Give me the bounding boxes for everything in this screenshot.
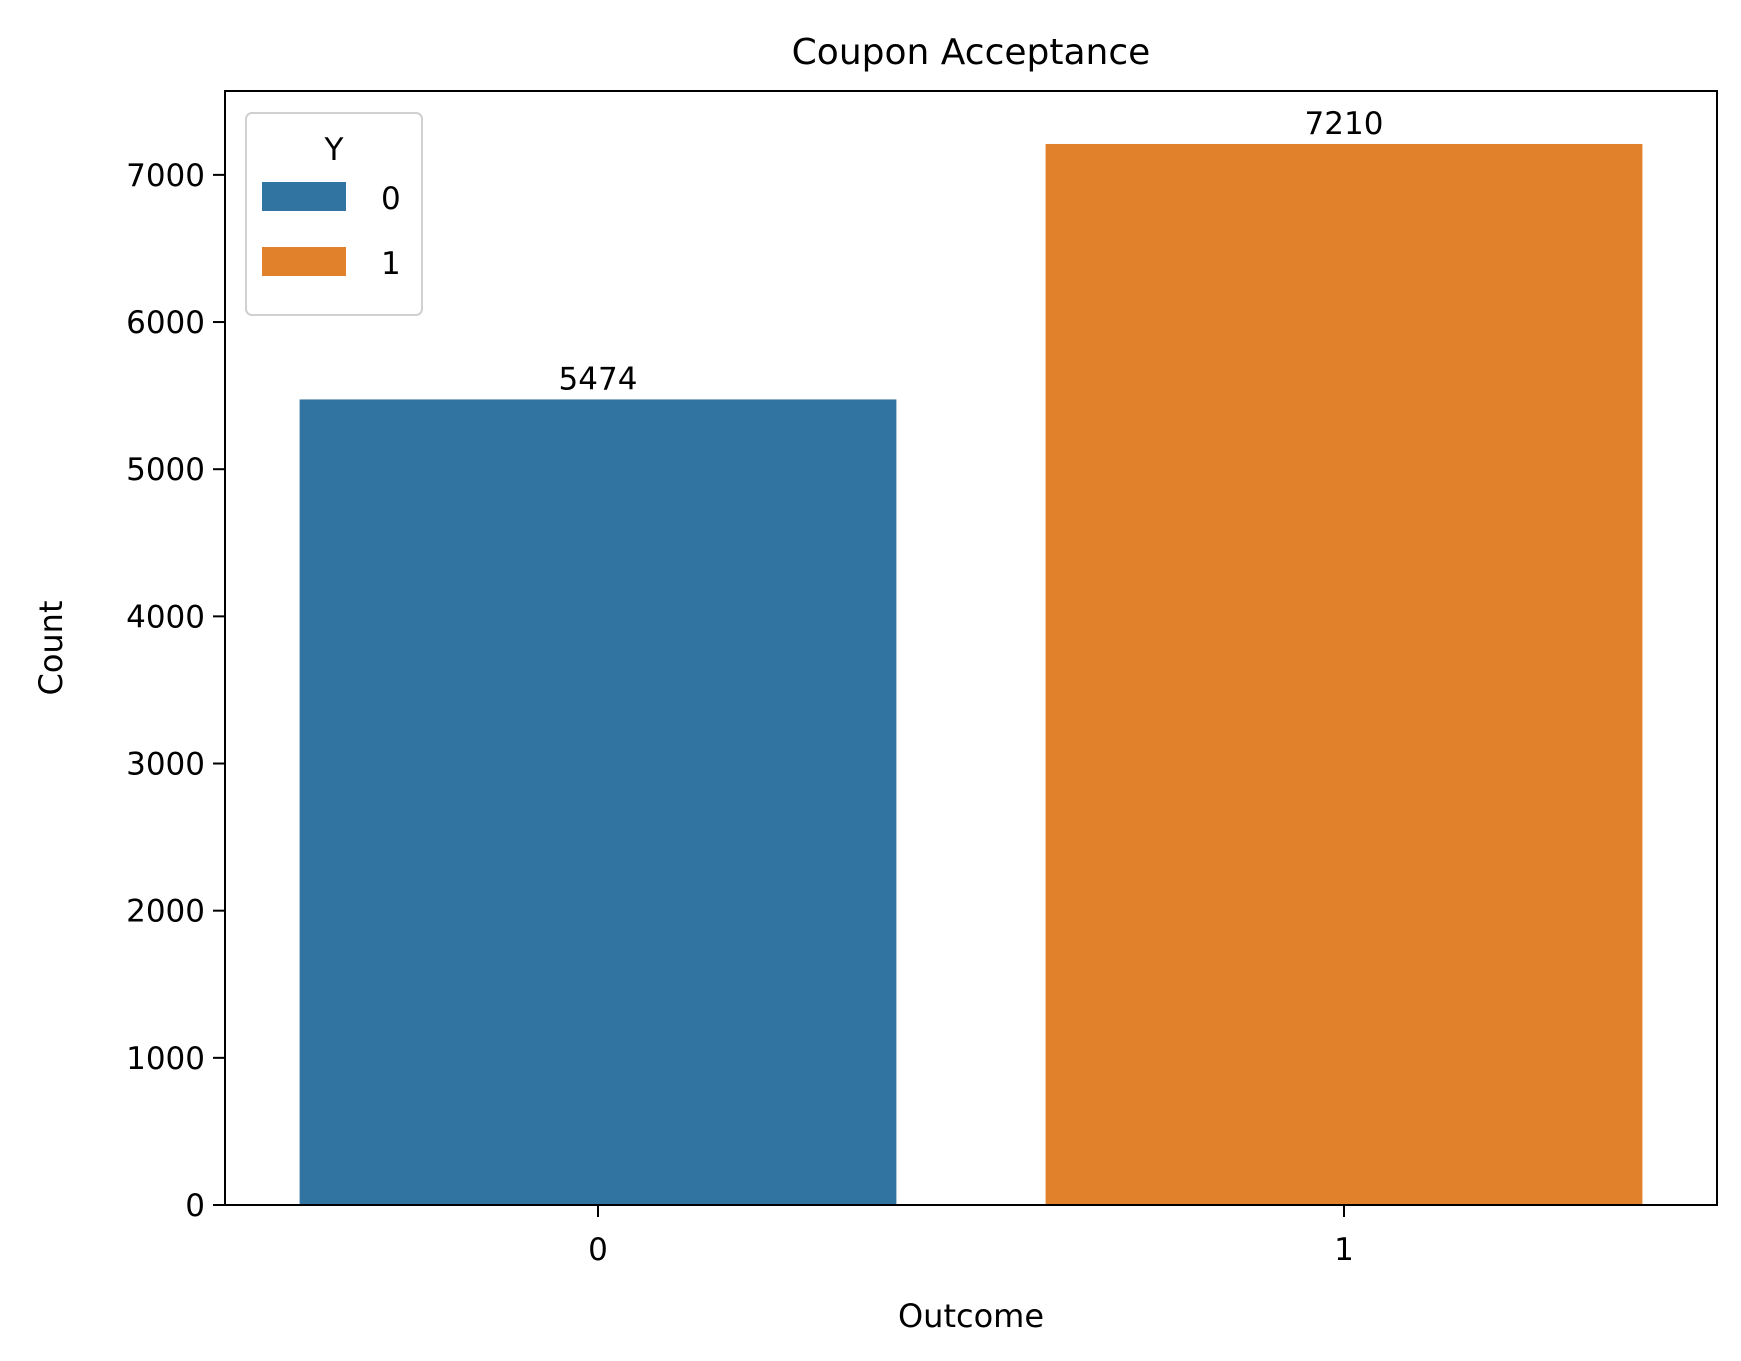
bar-1	[1046, 144, 1643, 1205]
legend-swatch-0	[262, 182, 346, 211]
y-axis: 0 1000 2000 3000 4000 5000 6000 7000	[126, 158, 225, 1224]
bar-value-label-1: 7210	[1305, 106, 1384, 142]
y-tick-label: 0	[185, 1188, 205, 1224]
legend-label-0: 0	[381, 181, 401, 217]
y-axis-label: Count	[32, 600, 70, 695]
y-tick-label: 4000	[126, 599, 205, 635]
chart-title: Coupon Acceptance	[792, 32, 1151, 73]
plot-area: 5474 7210	[300, 106, 1643, 1205]
legend: Y 0 1	[246, 113, 422, 315]
x-tick-label: 0	[588, 1232, 608, 1268]
y-tick-label: 5000	[126, 452, 205, 488]
y-tick-label: 3000	[126, 747, 205, 783]
legend-swatch-1	[262, 247, 346, 276]
y-tick-label: 6000	[126, 305, 205, 341]
bar-value-label-0: 5474	[559, 361, 638, 397]
legend-label-1: 1	[381, 246, 401, 282]
y-tick-label: 7000	[126, 158, 205, 194]
x-axis-label: Outcome	[898, 1297, 1044, 1335]
x-tick-label: 1	[1334, 1232, 1354, 1268]
y-tick-label: 2000	[126, 894, 205, 930]
legend-title: Y	[324, 132, 344, 168]
bar-0	[300, 399, 897, 1205]
y-tick-label: 1000	[126, 1041, 205, 1077]
